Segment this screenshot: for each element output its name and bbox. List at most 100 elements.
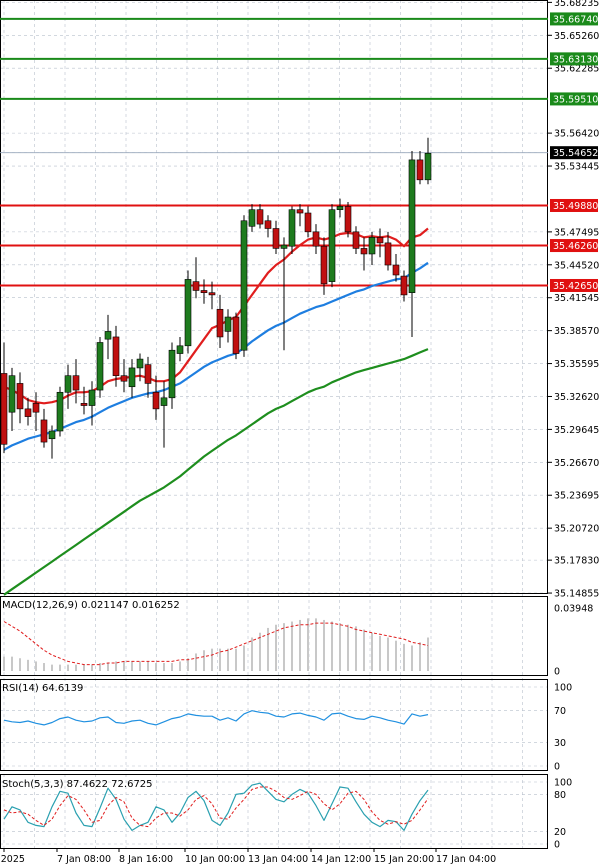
moving-averages bbox=[3, 227, 429, 596]
candle-bear bbox=[152, 391, 160, 410]
candle-bull bbox=[96, 342, 104, 391]
candle-bear bbox=[320, 245, 328, 285]
current-price-box bbox=[550, 146, 598, 160]
price-pane[interactable] bbox=[0, 17, 548, 596]
level-price-box bbox=[550, 92, 598, 106]
pane-frame-rsi bbox=[0, 679, 548, 771]
candle-bear bbox=[312, 231, 320, 247]
stoch-signal-line bbox=[3, 786, 429, 828]
candles bbox=[0, 137, 432, 459]
candle-bear bbox=[264, 220, 272, 229]
candle-bear bbox=[384, 242, 392, 266]
price-tick-label: 35.68235 bbox=[554, 0, 599, 9]
price-tick-label: 35.20720 bbox=[554, 524, 599, 535]
candle-bull bbox=[184, 279, 192, 347]
pane-frame-stoch bbox=[0, 774, 548, 849]
grid bbox=[0, 0, 548, 848]
candle-bear bbox=[144, 364, 152, 384]
time-tick-label: Jan 2025 bbox=[0, 854, 25, 865]
rsi-axis-label: 70 bbox=[554, 706, 566, 717]
candle-bear bbox=[200, 290, 208, 293]
level-price-box bbox=[550, 239, 598, 253]
time-tick-label: 14 Jan 12:00 bbox=[311, 854, 371, 865]
candle-bear bbox=[296, 209, 304, 214]
macd-pane[interactable]: MACD(12,26,9) 0.021147 0.016252 bbox=[2, 600, 429, 671]
price-axis: 35.68235 35.65260 35.62285 35.56420 35.53445… bbox=[548, 0, 599, 851]
price-tick-label: 35.62285 bbox=[554, 64, 599, 75]
stoch-axis-label: 0 bbox=[554, 840, 560, 851]
rsi-axis-label: 0 bbox=[554, 762, 560, 773]
level-lines bbox=[0, 17, 548, 287]
macd-axis-label: 0.03948 bbox=[554, 604, 593, 615]
price-tick-label: 35.14855 bbox=[554, 589, 599, 600]
candle-bear bbox=[304, 212, 312, 233]
price-tick-label: 35.23695 bbox=[554, 491, 599, 502]
level-price-box bbox=[550, 12, 598, 26]
price-tick-label: 35.29645 bbox=[554, 425, 599, 436]
level-price-label: 35.49880 bbox=[553, 201, 598, 212]
price-tick-label: 35.35595 bbox=[554, 359, 599, 370]
stoch-title: Stoch(5,3,3) 87.4622 72.6725 bbox=[2, 779, 153, 790]
time-tick-label: 7 Jan 08:00 bbox=[57, 854, 111, 865]
rsi-title: RSI(14) 64.6139 bbox=[2, 683, 83, 694]
price-tick-label: 35.41545 bbox=[554, 293, 599, 304]
time-tick-label: 8 Jan 16:00 bbox=[119, 854, 173, 865]
current-price-label: 35.54652 bbox=[553, 148, 598, 159]
ma-slow-line bbox=[3, 348, 429, 596]
candle-bull bbox=[240, 220, 248, 351]
candle-bear bbox=[208, 292, 216, 296]
candle-bear bbox=[352, 231, 360, 249]
rsi-line bbox=[3, 710, 429, 726]
candle-bear bbox=[192, 281, 200, 291]
candle-bull bbox=[168, 349, 176, 399]
price-tick-label: 35.47495 bbox=[554, 227, 599, 238]
candle-bear bbox=[232, 316, 240, 354]
level-price-label: 35.63130 bbox=[553, 54, 598, 65]
stoch-axis-label: 20 bbox=[554, 827, 566, 838]
candle-bull bbox=[248, 209, 256, 227]
candle-bear bbox=[112, 336, 120, 376]
candle-bull bbox=[8, 375, 16, 413]
candle-bull bbox=[424, 152, 432, 181]
candle-bear bbox=[40, 419, 48, 443]
candle-bull bbox=[48, 430, 56, 440]
price-tick-label: 35.26670 bbox=[554, 458, 599, 469]
level-price-label: 35.59510 bbox=[553, 94, 598, 105]
macd-signal-line bbox=[3, 621, 429, 666]
panel-frames bbox=[0, 0, 548, 849]
time-tick-label: 15 Jan 20:00 bbox=[374, 854, 434, 865]
pane-frame-macd bbox=[0, 596, 548, 676]
level-price-box bbox=[550, 278, 598, 292]
stoch-axis-label: 80 bbox=[554, 790, 566, 801]
pane-frame-main bbox=[0, 0, 548, 594]
level-price-label: 35.46260 bbox=[553, 241, 598, 252]
candle-bear bbox=[360, 248, 368, 255]
candle-bear bbox=[32, 403, 40, 413]
candle-bear bbox=[216, 308, 224, 338]
level-price-label: 35.42650 bbox=[553, 281, 598, 292]
candle-bear bbox=[416, 159, 424, 181]
price-tick-label: 35.44520 bbox=[554, 260, 599, 271]
stoch-main-line bbox=[3, 782, 429, 832]
candle-bear bbox=[24, 408, 32, 417]
candle-bear bbox=[72, 375, 80, 391]
time-tick-label: 10 Jan 00:00 bbox=[185, 854, 245, 865]
candle-bear bbox=[400, 275, 408, 296]
candle-bull bbox=[176, 345, 184, 354]
rsi-axis-label: 30 bbox=[554, 738, 566, 749]
rsi-pane[interactable]: RSI(14) 64.6139 bbox=[2, 683, 429, 726]
candle-bull bbox=[328, 209, 336, 282]
candle-bull bbox=[288, 209, 296, 247]
candle-bear bbox=[256, 209, 264, 225]
time-axis: Jan 2025 7 Jan 08:00 8 Jan 16:00 10 Jan 00:… bbox=[0, 848, 496, 865]
level-price-box bbox=[550, 52, 598, 66]
candle-bear bbox=[344, 206, 352, 233]
ma-mid-line bbox=[3, 261, 429, 451]
candle-bull bbox=[56, 391, 64, 432]
price-tick-label: 35.38570 bbox=[554, 326, 599, 337]
stoch-pane[interactable]: Stoch(5,3,3) 87.4622 72.6725 bbox=[2, 779, 429, 832]
price-tick-label: 35.32620 bbox=[554, 392, 599, 403]
price-tick-label: 35.17830 bbox=[554, 556, 599, 567]
time-tick-label: 13 Jan 04:00 bbox=[248, 854, 308, 865]
